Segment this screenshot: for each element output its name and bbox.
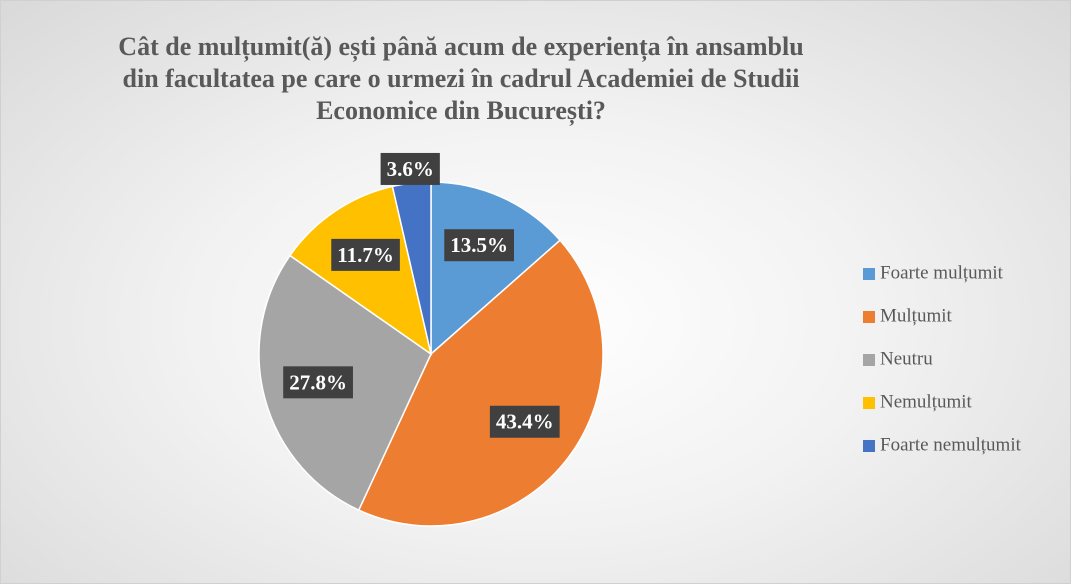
data-label-box [444,229,515,262]
legend-label: Foarte nemulțumit [880,434,1022,455]
legend-label: Foarte mulțumit [880,262,1004,283]
chart-title: Cât de mulțumit(ă) ești până acum de exp… [118,32,804,125]
data-label-box [380,152,440,185]
data-label: 13.5% [444,229,515,262]
legend-label: Nemulțumit [880,391,973,412]
data-label: 3.6% [380,152,440,185]
data-label: 11.7% [331,238,400,271]
data-label: 27.8% [283,366,353,399]
legend-swatch [863,440,875,452]
legend-label: Neutru [880,348,933,369]
legend-swatch [863,268,875,280]
data-label-text: 11.7% [337,243,394,267]
legend-label: Mulțumit [880,305,953,326]
legend-swatch [863,311,875,323]
legend-swatch [863,354,875,366]
data-label-text: 27.8% [289,370,347,394]
data-label-box [331,238,400,271]
data-label-text: 13.5% [450,233,508,257]
legend-swatch [863,397,875,409]
data-label-box [489,405,560,438]
data-label-box [283,366,353,399]
data-label: 43.4% [489,405,560,438]
data-label-text: 3.6% [387,157,434,181]
data-label-text: 43.4% [496,410,554,434]
pie-slice [430,181,562,356]
pie-slice [357,239,604,527]
